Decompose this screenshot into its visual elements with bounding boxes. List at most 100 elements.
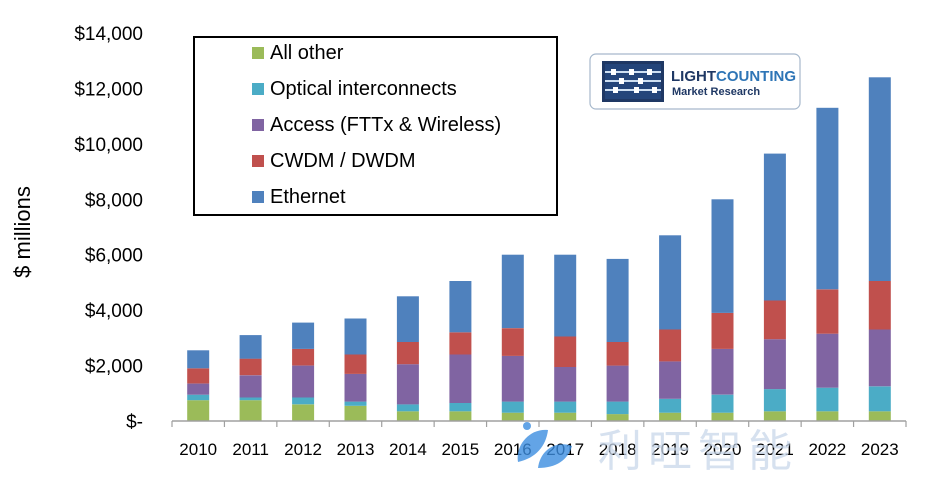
watermark-text: 利旺智能 xyxy=(598,426,798,477)
legend-label: All other xyxy=(270,42,344,64)
bar-segment-cwdm-dwdm-2018 xyxy=(606,342,629,366)
bar-segment-ethernet-2013 xyxy=(344,318,367,355)
bar-segment-ethernet-2014 xyxy=(396,296,419,342)
bar-segment-cwdm-dwdm-2014 xyxy=(396,342,419,365)
bar-segment-ethernet-2015 xyxy=(449,281,472,333)
bar-segment-ethernet-2021 xyxy=(763,153,786,301)
bar-segment-access-fttx-wireless--2022 xyxy=(816,333,839,388)
bar-segment-ethernet-2022 xyxy=(816,107,839,290)
bar-segment-access-fttx-wireless--2020 xyxy=(711,348,734,395)
bar-segment-all-other-2010 xyxy=(187,400,210,421)
bar-segment-ethernet-2010 xyxy=(187,350,210,369)
y-tick-label: $6,000 xyxy=(85,246,143,267)
y-tick-label: $2,000 xyxy=(85,357,143,378)
bar-segment-cwdm-dwdm-2012 xyxy=(292,348,315,366)
bar-segment-optical-interconnects-2017 xyxy=(554,401,577,413)
legend-swatch xyxy=(252,155,264,167)
bar-segment-cwdm-dwdm-2011 xyxy=(239,358,262,376)
x-tick-label: 2012 xyxy=(284,440,322,459)
bar-segment-all-other-2018 xyxy=(606,414,629,421)
legend-swatch xyxy=(252,83,264,95)
x-tick-label: 2020 xyxy=(704,440,742,459)
bar-segment-optical-interconnects-2019 xyxy=(659,398,682,413)
abacus-icon xyxy=(602,61,664,102)
bar-segment-optical-interconnects-2023 xyxy=(868,386,891,412)
legend-swatch xyxy=(252,47,264,59)
bar-segment-all-other-2014 xyxy=(396,411,419,421)
bar-segment-cwdm-dwdm-2021 xyxy=(763,300,786,340)
y-tick-label: $8,000 xyxy=(85,190,143,211)
bar-segment-all-other-2021 xyxy=(763,411,786,421)
bar-segment-optical-interconnects-2013 xyxy=(344,401,367,406)
bar-segment-access-fttx-wireless--2013 xyxy=(344,373,367,402)
y-tick-label: $14,000 xyxy=(74,24,143,45)
bar-segment-optical-interconnects-2012 xyxy=(292,397,315,405)
bar-segment-all-other-2015 xyxy=(449,411,472,421)
x-tick-label: 2013 xyxy=(337,440,375,459)
y-axis-label: $ millions xyxy=(10,186,35,278)
bar-segment-all-other-2017 xyxy=(554,412,577,421)
x-tick-label: 2019 xyxy=(651,440,689,459)
bar-segment-optical-interconnects-2015 xyxy=(449,403,472,412)
bar-segment-ethernet-2020 xyxy=(711,199,734,313)
leaf-brand-icon xyxy=(517,422,572,468)
watermark: 利旺智能 xyxy=(517,422,798,477)
bar-segment-all-other-2022 xyxy=(816,411,839,421)
bar-segment-access-fttx-wireless--2010 xyxy=(187,383,210,395)
bar-segment-access-fttx-wireless--2017 xyxy=(554,367,577,402)
legend-label: Optical interconnects xyxy=(270,78,457,100)
x-tick-label: 2015 xyxy=(441,440,479,459)
bar-segment-ethernet-2017 xyxy=(554,254,577,337)
x-tick-label: 2022 xyxy=(808,440,846,459)
bar-segment-all-other-2020 xyxy=(711,412,734,421)
bars xyxy=(187,77,891,421)
x-axis xyxy=(171,420,907,427)
bar-segment-optical-interconnects-2010 xyxy=(187,394,210,401)
logo-subtitle: Market Research xyxy=(672,86,760,98)
bar-segment-cwdm-dwdm-2019 xyxy=(659,329,682,362)
bar-segment-ethernet-2011 xyxy=(239,335,262,359)
bar-segment-cwdm-dwdm-2017 xyxy=(554,336,577,367)
bar-segment-access-fttx-wireless--2011 xyxy=(239,375,262,398)
bar-segment-access-fttx-wireless--2019 xyxy=(659,361,682,399)
bar-segment-all-other-2011 xyxy=(239,400,262,421)
x-tick-label: 2011 xyxy=(232,440,269,459)
logo-name-part2: COUNTING xyxy=(716,68,796,85)
svg-text:LIGHTCOUNTING: LIGHTCOUNTING xyxy=(671,68,796,85)
y-tick-label: $10,000 xyxy=(74,135,143,156)
y-tick-label: $4,000 xyxy=(85,301,143,322)
logo-name-part1: LIGHT xyxy=(671,68,716,85)
x-tick-label: 2023 xyxy=(861,440,899,459)
bar-segment-optical-interconnects-2018 xyxy=(606,401,629,415)
bar-segment-cwdm-dwdm-2015 xyxy=(449,332,472,355)
x-tick-label: 2014 xyxy=(389,440,427,459)
legend-swatch xyxy=(252,191,264,203)
bar-segment-cwdm-dwdm-2010 xyxy=(187,368,210,384)
bar-segment-optical-interconnects-2016 xyxy=(501,401,524,413)
bar-segment-cwdm-dwdm-2020 xyxy=(711,312,734,349)
bar-segment-cwdm-dwdm-2013 xyxy=(344,354,367,374)
lightcounting-logo: LIGHTCOUNTING Market Research xyxy=(589,53,801,110)
bar-segment-access-fttx-wireless--2016 xyxy=(501,355,524,402)
bar-segment-all-other-2013 xyxy=(344,405,367,421)
bar-segment-access-fttx-wireless--2021 xyxy=(763,339,786,390)
bar-segment-cwdm-dwdm-2016 xyxy=(501,328,524,356)
bar-segment-optical-interconnects-2011 xyxy=(239,397,262,401)
bar-segment-access-fttx-wireless--2015 xyxy=(449,354,472,403)
y-tick-label: $- xyxy=(126,412,143,433)
bar-segment-ethernet-2016 xyxy=(501,254,524,329)
bar-segment-all-other-2012 xyxy=(292,404,315,421)
legend-label: Ethernet xyxy=(270,186,346,208)
legend-label: Access (FTTx & Wireless) xyxy=(270,114,501,136)
x-axis-ticks: 2010201120122013201420152016201720182019… xyxy=(179,440,898,459)
bar-segment-cwdm-dwdm-2023 xyxy=(868,281,891,330)
bar-segment-ethernet-2012 xyxy=(292,322,315,349)
y-tick-label: $12,000 xyxy=(74,79,143,100)
bar-segment-cwdm-dwdm-2022 xyxy=(816,289,839,334)
x-tick-label: 2010 xyxy=(179,440,217,459)
bar-segment-optical-interconnects-2020 xyxy=(711,394,734,413)
bar-segment-access-fttx-wireless--2012 xyxy=(292,365,315,398)
bar-segment-access-fttx-wireless--2023 xyxy=(868,329,891,387)
bar-segment-optical-interconnects-2022 xyxy=(816,387,839,412)
